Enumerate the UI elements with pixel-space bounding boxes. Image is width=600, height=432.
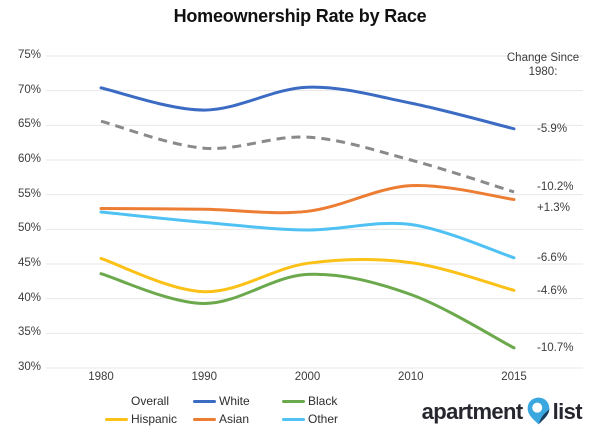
x-tick-label: 2015 — [501, 371, 527, 383]
legend-item-overall: Overall — [105, 394, 170, 408]
legend-swatch-white-icon — [193, 399, 216, 403]
legend-label: Hispanic — [131, 412, 178, 426]
y-tick-label: 65% — [17, 118, 41, 131]
legend-swatch-black-icon — [282, 399, 305, 403]
logo-text-apartment: apartment — [421, 399, 524, 424]
legend-label: Asian — [219, 412, 250, 426]
apartmentlist-logo: apartment list — [421, 396, 583, 428]
y-tick-label: 35% — [17, 326, 41, 339]
series-line-black — [99, 272, 516, 350]
change-annotation-overall: -10.2% — [537, 180, 574, 193]
change-annotation-black: -10.7% — [537, 341, 574, 354]
legend-item-asian: Asian — [193, 412, 250, 426]
logo-text-list: list — [552, 399, 583, 424]
series-line-other — [99, 210, 516, 260]
legend-label: White — [219, 394, 250, 408]
y-tick-label: 30% — [17, 361, 41, 373]
legend-swatch-asian-icon — [193, 417, 216, 421]
change-annotation-other: -6.6% — [537, 251, 568, 264]
legend-swatch-hispanic-icon — [105, 417, 128, 421]
series-line-overall — [100, 119, 515, 194]
legend-swatch-other-icon — [282, 417, 305, 421]
legend-label: Other — [308, 412, 339, 426]
chart-title: Homeownership Rate by Race — [173, 6, 427, 26]
x-tick-label: 2000 — [294, 371, 321, 383]
legend-label: Black — [308, 394, 338, 408]
legend-item-other: Other — [282, 412, 339, 426]
series-line-hispanic — [99, 256, 516, 294]
y-tick-label: 40% — [17, 291, 41, 304]
legend-label: Overall — [131, 394, 170, 408]
legend-item-hispanic: Hispanic — [105, 412, 178, 426]
x-tick-label: 1980 — [88, 371, 114, 383]
map-pin-icon — [527, 397, 549, 425]
y-tick-label: 55% — [17, 187, 41, 200]
series-line-white — [99, 85, 516, 131]
y-tick-label: 75% — [17, 49, 41, 61]
y-tick-label: 70% — [17, 83, 41, 96]
change-since-note: Change Since 1980: — [506, 52, 580, 79]
y-tick-label: 50% — [17, 222, 41, 235]
legend-item-black: Black — [282, 394, 338, 408]
legend-item-white: White — [193, 394, 250, 408]
change-annotation-hispanic: -4.6% — [537, 285, 568, 298]
legend-swatch-overall-icon — [105, 400, 128, 403]
change-annotation-white: -5.9% — [537, 122, 568, 135]
y-tick-label: 45% — [17, 257, 41, 269]
x-tick-label: 2010 — [398, 371, 424, 383]
x-tick-label: 1990 — [191, 371, 218, 383]
y-tick-label: 60% — [17, 153, 41, 165]
series-line-asian — [99, 183, 516, 215]
change-annotation-asian: +1.3% — [537, 201, 570, 214]
